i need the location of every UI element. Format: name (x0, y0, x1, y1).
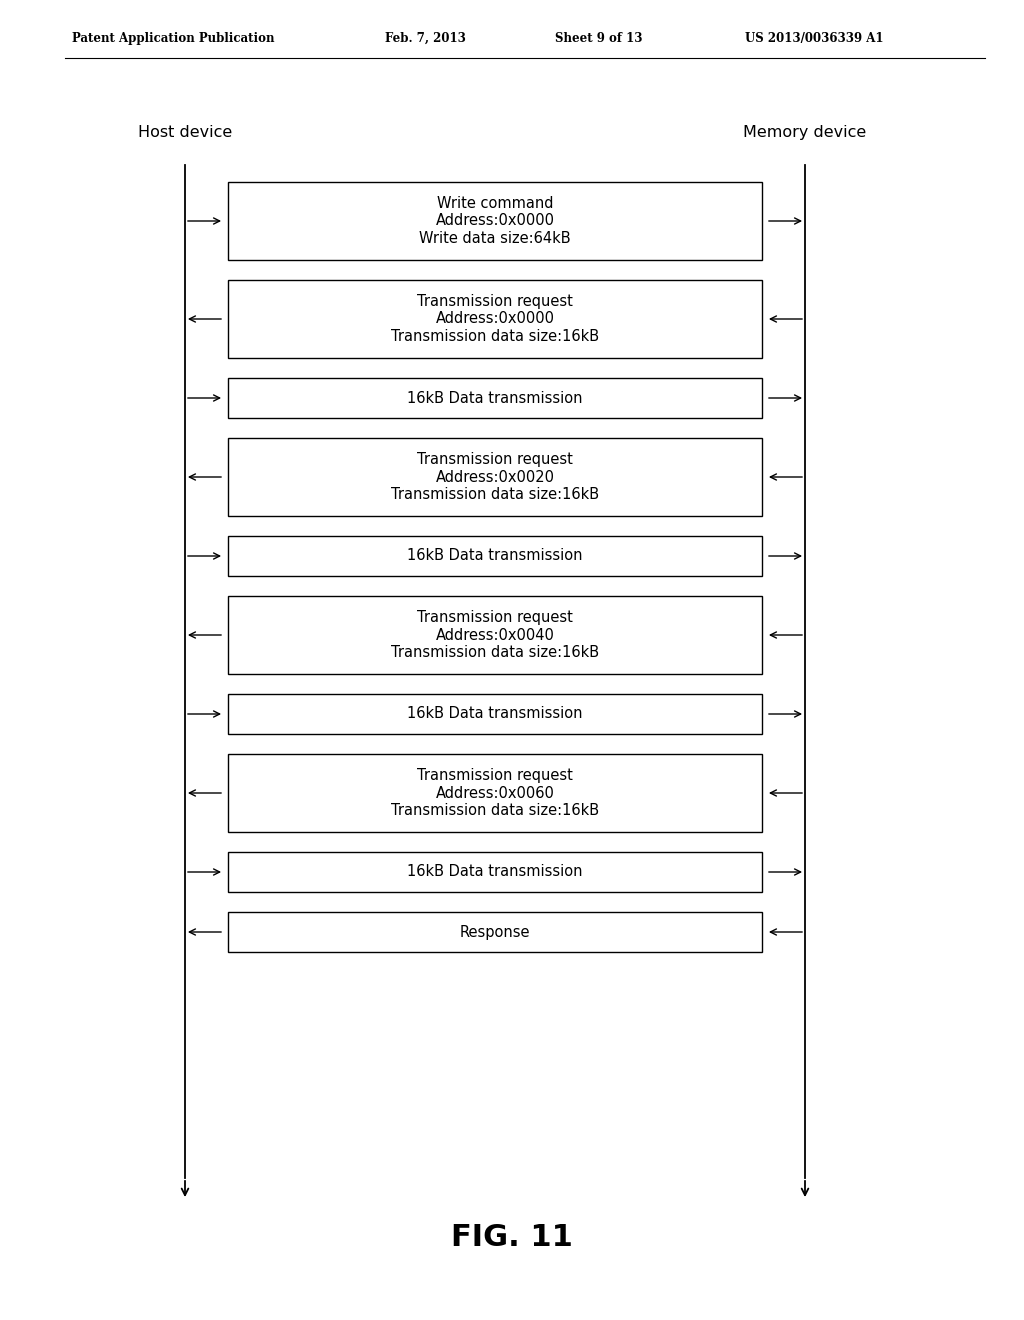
Text: 16kB Data transmission: 16kB Data transmission (408, 549, 583, 564)
Bar (228, 912, 762, 952)
Text: Response: Response (460, 924, 530, 940)
Text: Transmission request: Transmission request (417, 768, 573, 783)
Text: Address:0x0040: Address:0x0040 (435, 627, 554, 643)
Bar (228, 536, 762, 576)
Text: Address:0x0060: Address:0x0060 (435, 785, 554, 800)
Bar (228, 280, 762, 358)
Bar (228, 182, 762, 260)
Text: Address:0x0020: Address:0x0020 (435, 470, 555, 484)
Text: Transmission request: Transmission request (417, 453, 573, 467)
Text: 16kB Data transmission: 16kB Data transmission (408, 706, 583, 722)
Text: Patent Application Publication: Patent Application Publication (72, 32, 274, 45)
Text: Transmission data size:16kB: Transmission data size:16kB (391, 487, 599, 502)
Text: Transmission data size:16kB: Transmission data size:16kB (391, 803, 599, 817)
Text: Address:0x0000: Address:0x0000 (435, 312, 555, 326)
Bar (228, 754, 762, 832)
Text: Transmission request: Transmission request (417, 610, 573, 626)
Text: Write data size:64kB: Write data size:64kB (419, 231, 570, 246)
Text: Memory device: Memory device (743, 125, 866, 140)
Text: Sheet 9 of 13: Sheet 9 of 13 (555, 32, 642, 45)
Text: FIG. 11: FIG. 11 (451, 1224, 573, 1253)
Text: Transmission data size:16kB: Transmission data size:16kB (391, 329, 599, 343)
Text: 16kB Data transmission: 16kB Data transmission (408, 391, 583, 405)
Bar (228, 851, 762, 892)
Text: Address:0x0000: Address:0x0000 (435, 214, 555, 228)
Text: US 2013/0036339 A1: US 2013/0036339 A1 (745, 32, 884, 45)
Text: 16kB Data transmission: 16kB Data transmission (408, 865, 583, 879)
Text: Host device: Host device (138, 125, 232, 140)
Bar (228, 694, 762, 734)
Text: Write command: Write command (437, 197, 553, 211)
Text: Feb. 7, 2013: Feb. 7, 2013 (385, 32, 466, 45)
Bar (228, 378, 762, 418)
Text: Transmission request: Transmission request (417, 294, 573, 309)
Bar (228, 438, 762, 516)
Text: Transmission data size:16kB: Transmission data size:16kB (391, 644, 599, 660)
Bar (228, 597, 762, 675)
